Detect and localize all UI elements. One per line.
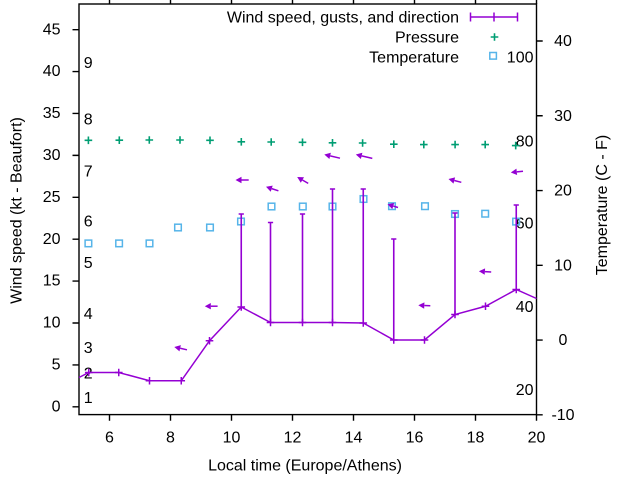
svg-text:6: 6 — [105, 429, 114, 446]
svg-text:45: 45 — [43, 21, 61, 38]
svg-text:60: 60 — [516, 215, 534, 232]
svg-text:40: 40 — [43, 63, 61, 80]
svg-text:1: 1 — [84, 390, 93, 407]
svg-text:0: 0 — [559, 332, 568, 349]
svg-text:5: 5 — [84, 255, 93, 272]
svg-text:100: 100 — [507, 50, 534, 67]
svg-text:5: 5 — [52, 357, 61, 374]
svg-text:40: 40 — [516, 299, 534, 316]
svg-text:0: 0 — [52, 398, 61, 415]
svg-text:9: 9 — [84, 55, 93, 72]
svg-text:20: 20 — [528, 429, 546, 446]
svg-text:10: 10 — [43, 315, 61, 332]
svg-text:30: 30 — [554, 108, 572, 125]
svg-text:6: 6 — [84, 214, 93, 231]
svg-text:16: 16 — [406, 429, 424, 446]
svg-text:Pressure: Pressure — [395, 30, 459, 47]
svg-text:3: 3 — [84, 340, 93, 357]
svg-text:10: 10 — [223, 429, 241, 446]
svg-text:7: 7 — [84, 164, 93, 181]
svg-text:Temperature (C - F): Temperature (C - F) — [594, 135, 611, 275]
svg-text:12: 12 — [284, 429, 302, 446]
svg-text:10: 10 — [554, 257, 572, 274]
svg-text:35: 35 — [43, 105, 61, 122]
svg-text:40: 40 — [554, 33, 572, 50]
svg-text:8: 8 — [84, 111, 93, 128]
svg-text:20: 20 — [554, 183, 572, 200]
svg-text:4: 4 — [84, 306, 93, 323]
svg-text:8: 8 — [166, 429, 175, 446]
svg-text:30: 30 — [43, 147, 61, 164]
svg-text:20: 20 — [516, 382, 534, 399]
svg-text:15: 15 — [43, 273, 61, 290]
svg-text:25: 25 — [43, 189, 61, 206]
svg-text:80: 80 — [516, 134, 534, 151]
svg-text:Wind speed, gusts, and directi: Wind speed, gusts, and direction — [227, 9, 459, 26]
svg-text:Local time (Europe/Athens): Local time (Europe/Athens) — [208, 458, 402, 475]
svg-text:-10: -10 — [551, 407, 574, 424]
svg-text:Temperature: Temperature — [369, 49, 459, 66]
svg-text:14: 14 — [345, 429, 363, 446]
svg-text:Wind speed (kt - Beaufort): Wind speed (kt - Beaufort) — [9, 117, 26, 304]
svg-text:18: 18 — [467, 429, 485, 446]
svg-text:20: 20 — [43, 231, 61, 248]
